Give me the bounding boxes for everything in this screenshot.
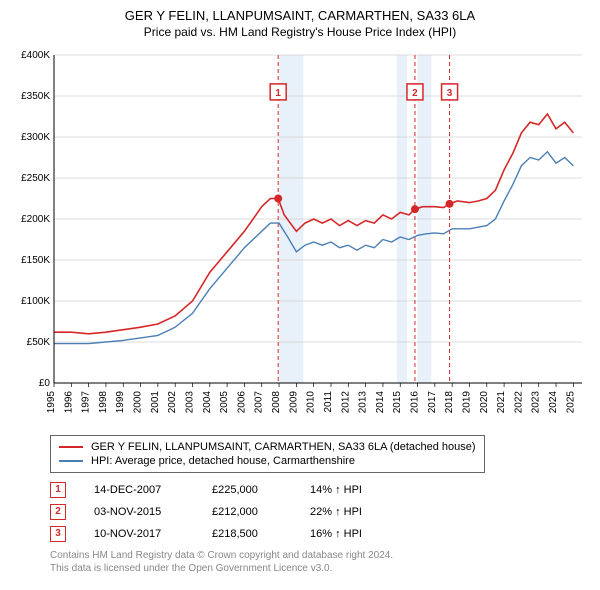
transaction-row: 3 10-NOV-2017 £218,500 16% ↑ HPI [50,523,590,545]
svg-text:2013: 2013 [358,390,369,413]
svg-text:2005: 2005 [219,390,230,413]
svg-text:1996: 1996 [63,390,74,413]
svg-text:£100K: £100K [21,296,50,307]
svg-text:2: 2 [412,88,418,99]
svg-text:2018: 2018 [444,390,455,413]
transaction-pct: 16% ↑ HPI [310,528,400,540]
svg-text:£250K: £250K [21,173,50,184]
svg-text:1998: 1998 [98,390,109,413]
transaction-marker: 1 [50,482,66,498]
svg-text:£50K: £50K [27,337,51,348]
svg-text:2004: 2004 [202,390,213,413]
footer-attribution: Contains HM Land Registry data © Crown c… [50,549,590,575]
transaction-marker: 2 [50,504,66,520]
svg-text:£200K: £200K [21,214,50,225]
svg-text:2024: 2024 [548,390,559,413]
svg-text:2006: 2006 [236,390,247,413]
svg-text:2014: 2014 [375,390,386,413]
svg-text:£350K: £350K [21,91,50,102]
legend-row: GER Y FELIN, LLANPUMSAINT, CARMARTHEN, S… [59,440,476,454]
svg-text:2025: 2025 [565,390,576,413]
transaction-date: 03-NOV-2015 [94,506,184,518]
svg-text:2019: 2019 [461,390,472,413]
svg-text:2016: 2016 [410,390,421,413]
svg-text:2003: 2003 [184,390,195,413]
footer-line-2: This data is licensed under the Open Gov… [50,562,590,575]
svg-text:1997: 1997 [81,390,92,413]
svg-text:2021: 2021 [496,390,507,413]
svg-text:2023: 2023 [531,390,542,413]
svg-text:2017: 2017 [427,390,438,413]
svg-text:3: 3 [447,88,453,99]
legend-label: GER Y FELIN, LLANPUMSAINT, CARMARTHEN, S… [91,441,476,453]
legend: GER Y FELIN, LLANPUMSAINT, CARMARTHEN, S… [50,435,485,473]
legend-swatch [59,446,83,448]
transactions-table: 1 14-DEC-2007 £225,000 14% ↑ HPI 2 03-NOV-201… [50,479,590,545]
svg-text:1999: 1999 [115,390,126,413]
svg-text:£0: £0 [39,378,51,389]
svg-text:2015: 2015 [392,390,403,413]
legend-row: HPI: Average price, detached house, Carm… [59,454,476,468]
transaction-row: 1 14-DEC-2007 £225,000 14% ↑ HPI [50,479,590,501]
svg-text:2022: 2022 [513,390,524,413]
line-chart-svg: £0 £50K £100K £150K £200K £250K £300K £350K £400… [10,47,590,427]
svg-text:2001: 2001 [150,390,161,413]
svg-text:1: 1 [275,88,281,99]
transaction-pct: 14% ↑ HPI [310,484,400,496]
transaction-price: £212,000 [212,506,282,518]
svg-text:£400K: £400K [21,50,50,61]
svg-text:2009: 2009 [288,390,299,413]
transaction-marker: 3 [50,526,66,542]
transaction-price: £218,500 [212,528,282,540]
svg-text:2012: 2012 [340,390,351,413]
svg-text:£300K: £300K [21,132,50,143]
svg-text:2020: 2020 [479,390,490,413]
transaction-date: 10-NOV-2017 [94,528,184,540]
transaction-date: 14-DEC-2007 [94,484,184,496]
legend-swatch [59,460,83,462]
legend-label: HPI: Average price, detached house, Carm… [91,455,355,467]
chart-area: £0 £50K £100K £150K £200K £250K £300K £350K £400… [10,47,590,427]
svg-text:2008: 2008 [271,390,282,413]
svg-text:£150K: £150K [21,255,50,266]
svg-text:2002: 2002 [167,390,178,413]
transaction-price: £225,000 [212,484,282,496]
chart-subtitle: Price paid vs. HM Land Registry's House … [10,25,590,39]
svg-text:2010: 2010 [306,390,317,413]
svg-text:1995: 1995 [46,390,57,413]
transaction-pct: 22% ↑ HPI [310,506,400,518]
svg-text:2007: 2007 [254,390,265,413]
transaction-row: 2 03-NOV-2015 £212,000 22% ↑ HPI [50,501,590,523]
footer-line-1: Contains HM Land Registry data © Crown c… [50,549,590,562]
chart-container: GER Y FELIN, LLANPUMSAINT, CARMARTHEN, S… [0,0,600,581]
svg-text:2011: 2011 [323,390,334,412]
chart-title: GER Y FELIN, LLANPUMSAINT, CARMARTHEN, S… [10,8,590,25]
svg-text:2000: 2000 [133,390,144,413]
